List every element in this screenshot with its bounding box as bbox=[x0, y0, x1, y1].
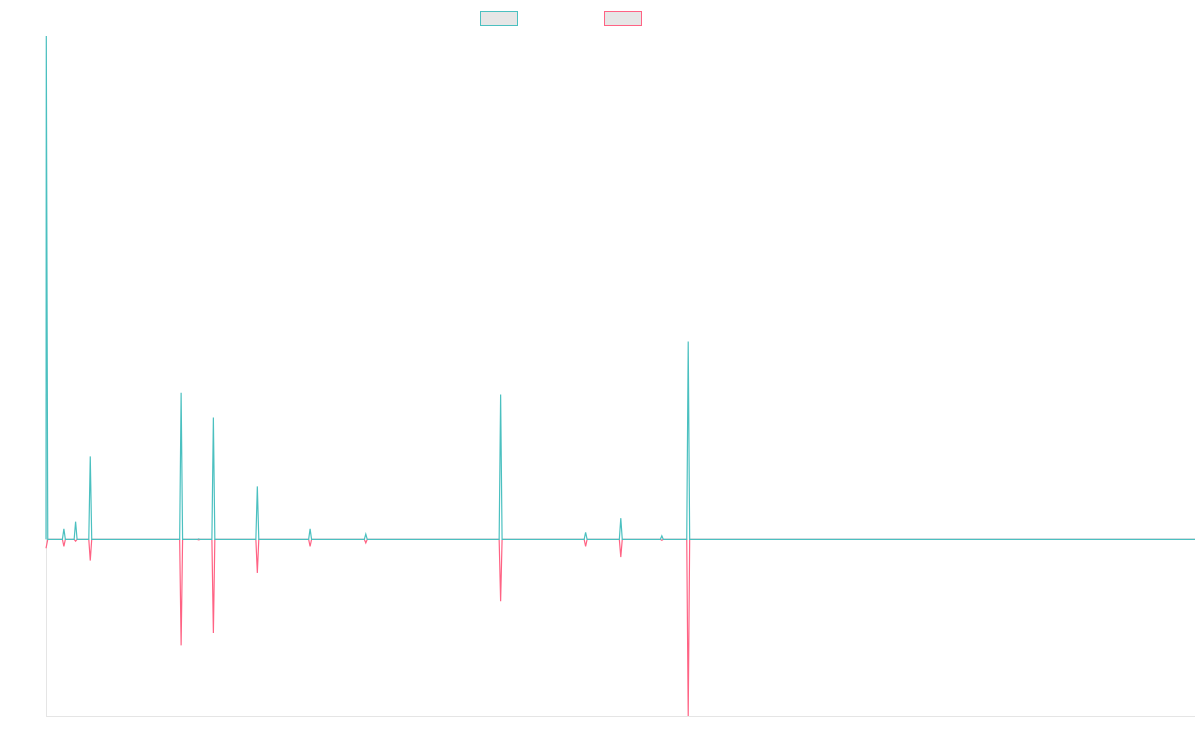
legend-swatch-1 bbox=[480, 10, 518, 26]
series-layer bbox=[45, 35, 1195, 717]
legend-item-1[interactable] bbox=[480, 9, 518, 27]
series-line-2 bbox=[45, 538, 1195, 717]
series-line-1 bbox=[45, 35, 1195, 540]
legend bbox=[0, 9, 1200, 27]
legend-swatch-2 bbox=[604, 10, 642, 26]
legend-item-2[interactable] bbox=[604, 9, 642, 27]
